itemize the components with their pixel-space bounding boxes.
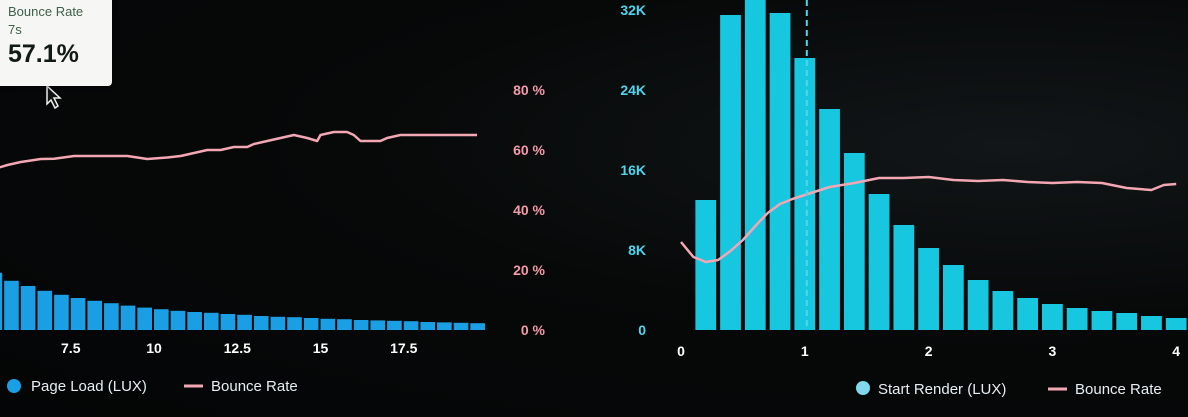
left-bar[interactable] (387, 320, 402, 330)
right-x-tick: 1 (801, 343, 809, 359)
right-bar[interactable] (1091, 311, 1113, 330)
left-bar[interactable] (453, 322, 469, 330)
right-bar[interactable] (942, 265, 964, 330)
right-bar[interactable] (868, 194, 890, 330)
left-bar[interactable] (337, 319, 352, 330)
bounce-rate-tooltip: Bounce Rate 7s 57.1% (0, 0, 112, 86)
right-bar[interactable] (1141, 316, 1162, 330)
left-bar[interactable] (104, 303, 119, 330)
right-bar[interactable] (893, 225, 915, 330)
percent-tick: 20 % (513, 262, 545, 278)
legend-swatch-page-load (7, 379, 21, 393)
right-bar[interactable] (843, 153, 865, 330)
left-bar[interactable] (170, 310, 186, 330)
left-bar[interactable] (4, 280, 19, 330)
right-bar[interactable] (720, 15, 741, 330)
percent-tick: 0 % (521, 322, 546, 338)
right-bar[interactable] (967, 280, 989, 330)
legend-label-bounce-left: Bounce Rate (211, 378, 298, 395)
right-x-axis-ticks: 0 1 2 3 4 (677, 343, 1180, 359)
legend-label-page-load: Page Load (LUX) (31, 378, 147, 395)
left-bar[interactable] (187, 312, 202, 330)
left-bar[interactable] (37, 290, 53, 330)
right-bar[interactable] (744, 0, 766, 330)
right-bar[interactable] (819, 109, 840, 330)
left-x-tick: 12.5 (224, 340, 251, 356)
left-bounce-path (0, 130, 477, 169)
left-bar[interactable] (154, 309, 169, 330)
count-tick: 8K (628, 242, 646, 258)
right-x-tick: 0 (677, 343, 685, 359)
left-bar[interactable] (220, 314, 236, 330)
right-x-tick: 2 (925, 343, 933, 359)
legend-left[interactable]: Page Load (LUX) Bounce Rate (7, 378, 298, 395)
right-bar[interactable] (918, 248, 939, 330)
left-x-tick: 7.5 (61, 340, 81, 356)
left-bar-series (0, 272, 485, 330)
left-bar[interactable] (203, 312, 219, 330)
left-bar[interactable] (437, 322, 452, 330)
left-bar[interactable] (20, 286, 36, 330)
count-tick: 0 (638, 322, 646, 338)
mouse-cursor-icon (46, 84, 62, 110)
percent-tick: 40 % (513, 202, 545, 218)
count-tick: 16K (620, 162, 646, 178)
right-bar[interactable] (1017, 298, 1039, 330)
left-bar[interactable] (253, 316, 269, 330)
left-bar[interactable] (54, 294, 69, 330)
right-bar[interactable] (1042, 304, 1063, 330)
left-bar[interactable] (87, 300, 103, 330)
left-bar[interactable] (353, 320, 369, 330)
left-bar[interactable] (70, 298, 86, 330)
right-x-tick: 4 (1172, 343, 1180, 359)
left-bar[interactable] (320, 318, 336, 330)
left-bar[interactable] (270, 316, 286, 330)
left-bar[interactable] (403, 321, 419, 330)
legend-label-start-render: Start Render (LUX) (878, 381, 1006, 398)
legend-right[interactable]: Start Render (LUX) Bounce Rate (856, 381, 1162, 398)
count-tick: 24K (620, 82, 646, 98)
left-bar[interactable] (287, 317, 302, 330)
legend-swatch-start-render (856, 381, 870, 395)
tooltip-metric: Bounce Rate (8, 4, 84, 19)
left-bar[interactable] (120, 305, 136, 330)
left-bar[interactable] (237, 314, 252, 330)
percent-axis-ticks: 80 % 60 % 40 % 20 % 0 % (513, 82, 545, 338)
right-bar[interactable] (1116, 313, 1138, 330)
left-bar[interactable] (420, 322, 436, 330)
left-bar[interactable] (137, 307, 152, 330)
tooltip-bucket: 7s (8, 22, 22, 37)
tooltip-value: 57.1% (8, 40, 79, 68)
count-axis-ticks: 32K 24K 16K 8K 0 (620, 2, 646, 338)
right-bar[interactable] (1165, 318, 1187, 330)
right-x-tick: 3 (1049, 343, 1057, 359)
left-bar[interactable] (0, 272, 3, 330)
percent-tick: 60 % (513, 142, 545, 158)
left-x-axis-ticks: 7.5 10 12.5 15 17.5 (61, 340, 418, 356)
left-x-tick: 17.5 (390, 340, 417, 356)
left-bar[interactable] (370, 320, 386, 330)
left-x-tick: 15 (313, 340, 329, 356)
percent-tick: 80 % (513, 82, 545, 98)
left-x-tick: 10 (146, 340, 162, 356)
right-bounce-line (680, 175, 1177, 264)
left-bar[interactable] (303, 318, 319, 330)
right-bar[interactable] (992, 291, 1014, 330)
right-bounce-path (680, 175, 1177, 264)
legend-label-bounce-right: Bounce Rate (1075, 381, 1162, 398)
count-tick: 32K (620, 2, 646, 18)
right-bar[interactable] (695, 200, 717, 330)
right-bar[interactable] (769, 13, 791, 330)
left-bar[interactable] (470, 323, 485, 330)
right-bar-series (695, 0, 1187, 330)
left-bounce-line (0, 130, 477, 169)
right-bar[interactable] (1066, 308, 1088, 330)
